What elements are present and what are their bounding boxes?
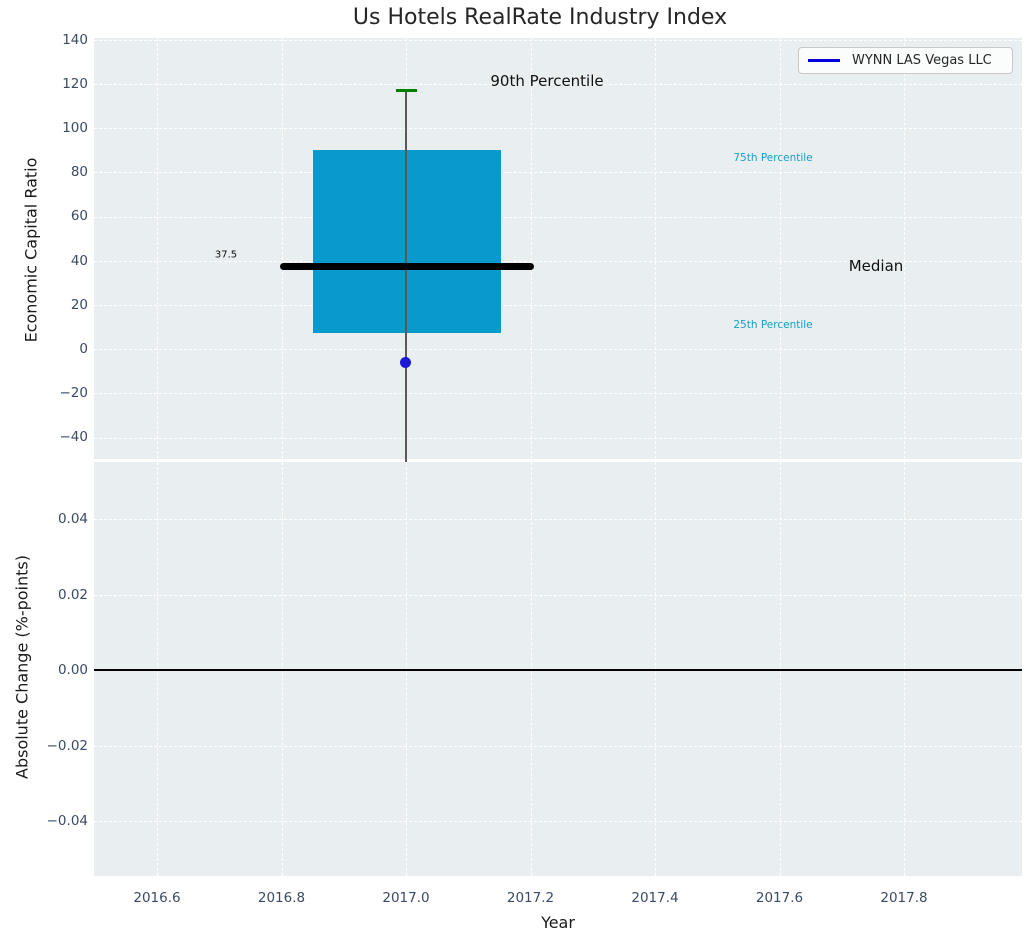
gridline-h: [94, 39, 1022, 41]
top-y-axis-label: Economic Capital Ratio: [21, 157, 41, 343]
annotation-90th-percentile: 90th Percentile: [490, 72, 604, 90]
gridline-v: [655, 38, 656, 459]
gridline-v: [281, 38, 283, 459]
boxplot-whisker: [405, 91, 407, 495]
legend-entry-label: WYNN LAS Vegas LLC: [852, 53, 992, 68]
legend: WYNN LAS Vegas LLC: [798, 47, 1013, 74]
annotation-median-value: 37.5: [214, 249, 238, 261]
y-tick-label: 0: [79, 341, 88, 357]
gridline-h: [94, 349, 1022, 350]
y-tick-label: 100: [62, 120, 88, 136]
zero-change-line: [94, 669, 1022, 671]
boxplot-iqr-box: [313, 150, 501, 333]
y-tick-label: 0.02: [57, 587, 88, 603]
gridline-h: [94, 519, 1022, 520]
y-tick-label: −40: [59, 429, 89, 445]
gridline-v: [157, 38, 158, 459]
top-plot-area: 90th Percentile 75th Percentile Median 3…: [94, 38, 1022, 495]
gridline-h: [94, 216, 1022, 218]
gridline-h: [94, 393, 1022, 394]
y-tick-label: 80: [70, 164, 88, 180]
annotation-75th-percentile: 75th Percentile: [733, 152, 813, 164]
gridline-v: [530, 38, 532, 459]
y-tick-label: 140: [62, 32, 88, 48]
x-tick-label: 2017.4: [631, 890, 679, 906]
x-axis-label: Year: [541, 913, 575, 932]
x-tick-label: 2017.2: [506, 890, 555, 906]
boxplot-90th-percentile-cap: [396, 89, 417, 92]
bottom-y-axis-label: Absolute Change (%-points): [12, 555, 32, 779]
x-tick-label: 2017.6: [755, 890, 804, 906]
y-tick-label: 20: [70, 297, 88, 313]
gridline-h: [94, 821, 1022, 822]
y-tick-label: 60: [70, 208, 88, 224]
y-tick-label: −0.02: [46, 738, 88, 754]
y-tick-label: 40: [70, 253, 88, 269]
gridline-h: [94, 745, 1022, 747]
gridline-v: [779, 38, 781, 459]
x-tick-label: 2017.0: [382, 890, 430, 906]
boxplot-median-line: [280, 263, 534, 270]
gridline-h: [94, 260, 1022, 262]
bottom-plot-area: [94, 462, 1022, 876]
gridline-v: [904, 38, 905, 459]
gridline-h: [94, 305, 1022, 306]
y-tick-label: 0.00: [57, 662, 88, 678]
gridline-h: [94, 594, 1022, 596]
y-tick-label: −0.04: [46, 813, 88, 829]
gridline-h: [94, 84, 1022, 85]
gridline-h: [94, 437, 1022, 439]
gridline-h: [94, 172, 1022, 173]
y-tick-label: 120: [62, 76, 88, 92]
x-tick-label: 2016.8: [257, 890, 306, 906]
chart-title: Us Hotels RealRate Industry Index: [352, 5, 728, 30]
annotation-median: Median: [848, 257, 904, 275]
y-tick-label: −20: [59, 385, 89, 401]
legend-line-swatch: [808, 59, 840, 62]
y-tick-label: 0.04: [57, 511, 88, 527]
x-tick-label: 2017.8: [880, 890, 928, 906]
annotation-25th-percentile: 25th Percentile: [733, 319, 813, 331]
company-data-point: [400, 357, 411, 368]
gridline-h: [94, 128, 1022, 129]
x-tick-label: 2016.6: [133, 890, 181, 906]
